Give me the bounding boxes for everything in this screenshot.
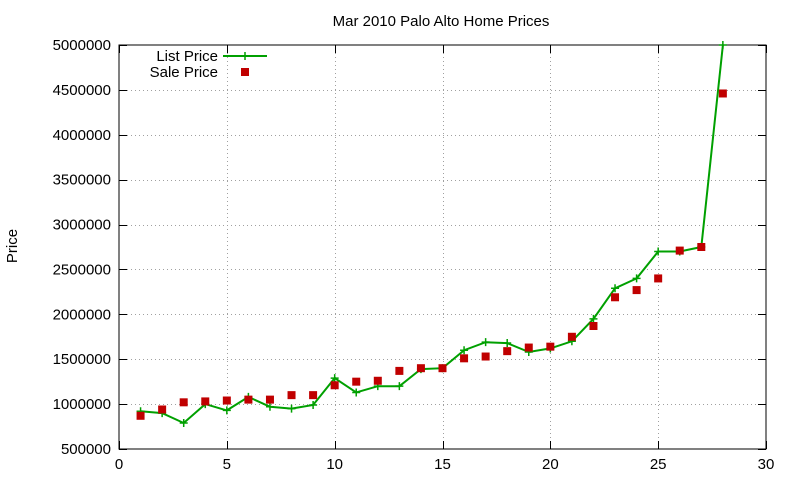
data-point [611, 293, 620, 302]
data-point [395, 366, 404, 375]
data-point [352, 377, 361, 386]
data-point [136, 411, 145, 420]
data-point [589, 322, 598, 331]
chart-title: Mar 2010 Palo Alto Home Prices [333, 13, 550, 30]
data-point [330, 381, 339, 390]
data-point [567, 332, 576, 341]
x-tick-label: 10 [326, 456, 343, 473]
data-point [460, 346, 469, 355]
data-point [524, 343, 533, 352]
series-layer [136, 41, 727, 427]
x-tick-label: 15 [434, 456, 451, 473]
grid-lines [119, 45, 766, 449]
y-tick-label: 5000000 [53, 37, 111, 54]
data-point [503, 339, 512, 348]
y-tick-label: 2000000 [53, 306, 111, 323]
legend-swatch-marker [241, 68, 249, 76]
x-tick-label: 30 [758, 456, 775, 473]
series-list-price [136, 41, 727, 427]
data-point [309, 401, 318, 410]
data-point [179, 398, 188, 407]
data-point [589, 314, 598, 323]
data-point [611, 284, 620, 293]
data-point [222, 396, 231, 405]
data-point [654, 274, 663, 283]
series-line [140, 44, 724, 425]
y-tick-label: 2500000 [53, 261, 111, 278]
data-point [309, 391, 318, 400]
data-point [416, 364, 425, 373]
data-point [697, 243, 706, 251]
data-point [460, 354, 469, 363]
y-tick-label: 4500000 [53, 82, 111, 99]
x-tick-label: 5 [223, 456, 231, 473]
data-point [201, 397, 210, 406]
data-point [481, 352, 490, 361]
data-point [718, 41, 727, 49]
y-tick-label: 3500000 [53, 172, 111, 189]
data-point [265, 402, 274, 411]
data-point [395, 382, 404, 391]
plot-frame [118, 44, 767, 450]
y-tick-label: 1000000 [53, 396, 111, 413]
data-point [158, 405, 167, 414]
y-axis-title: Price [4, 229, 21, 263]
data-point [373, 376, 382, 385]
series-sale-price [136, 89, 727, 420]
y-tick-label: 4000000 [53, 127, 111, 144]
data-point [287, 391, 296, 400]
x-tick-label: 0 [115, 456, 123, 473]
y-tick-label: 500000 [61, 441, 111, 458]
data-point [244, 395, 253, 404]
x-tick-label: 25 [650, 456, 667, 473]
data-point [503, 347, 512, 356]
data-point [654, 247, 663, 256]
axis-ticks: 500000 1000000 1500000 2000000 2500000 300000… [53, 37, 775, 473]
data-point [718, 89, 727, 98]
data-point [287, 404, 296, 413]
data-point [179, 418, 188, 427]
data-point [222, 406, 231, 415]
data-point [632, 286, 641, 295]
legend-label: Sale Price [150, 64, 218, 81]
data-point [632, 274, 641, 283]
data-point [546, 342, 555, 351]
legend-swatch-marker [241, 52, 249, 60]
data-point [352, 388, 361, 397]
y-tick-label: 1500000 [53, 351, 111, 368]
legend-label: List Price [156, 48, 218, 65]
y-tick-label: 3000000 [53, 217, 111, 234]
data-point [481, 338, 490, 347]
data-point [330, 374, 339, 383]
data-point [675, 246, 684, 255]
x-tick-label: 20 [542, 456, 559, 473]
data-point [438, 364, 447, 373]
data-point [265, 395, 274, 404]
